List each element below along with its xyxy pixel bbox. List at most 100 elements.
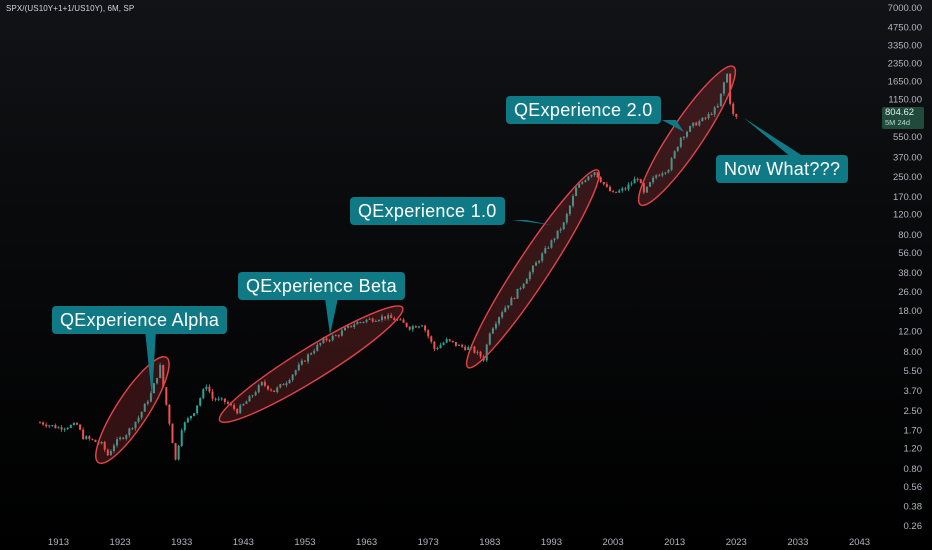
candle-body: [273, 390, 276, 392]
pointer-now-what: [744, 118, 806, 158]
candle-body: [516, 288, 519, 299]
candle-body: [451, 340, 454, 343]
candle-body: [202, 389, 205, 399]
candle-body: [716, 105, 719, 108]
candle-body: [454, 342, 457, 346]
candle-body: [645, 186, 648, 193]
candle-body: [226, 402, 229, 404]
candle-body: [679, 137, 682, 147]
x-tick-label: 1973: [418, 537, 439, 548]
candle-body: [692, 122, 695, 127]
candle-body: [667, 169, 670, 173]
candle-body: [510, 297, 513, 306]
y-tick-label: 3350.00: [888, 40, 922, 51]
callout-alpha[interactable]: QExperience Alpha: [52, 306, 228, 334]
candle-body: [100, 441, 103, 444]
candle-body: [183, 422, 186, 431]
callout-1-0[interactable]: QExperience 1.0: [350, 197, 505, 225]
candle-body: [193, 413, 196, 416]
current-price-label: 804.62 5M 24d: [882, 107, 924, 129]
candle-body: [513, 297, 516, 299]
pointer-alpha: [145, 330, 156, 398]
candle-body: [729, 73, 732, 104]
candle-body: [199, 398, 202, 406]
candle-body: [223, 398, 226, 403]
highlight-ellipse-alpha: [95, 356, 170, 464]
x-tick-label: 1943: [233, 537, 254, 548]
x-tick-label: 1953: [294, 537, 315, 548]
candle-body: [165, 387, 168, 405]
candle-body: [682, 136, 685, 138]
x-tick-label: 1963: [356, 537, 377, 548]
candle-body: [331, 335, 334, 341]
callout-now-what[interactable]: Now What???: [716, 155, 849, 183]
candle-body: [695, 122, 698, 126]
candle-body: [344, 327, 347, 331]
candle-body: [476, 351, 479, 353]
y-tick-label: 170.00: [893, 192, 922, 203]
y-tick-label: 38.00: [898, 268, 922, 279]
y-tick-label: 1650.00: [888, 76, 922, 87]
candle-body: [88, 436, 91, 439]
candle-body: [541, 253, 544, 261]
candle-body: [719, 93, 722, 106]
candle-body: [236, 408, 239, 414]
highlight-ellipse-v1: [465, 169, 600, 369]
candle-body: [550, 240, 553, 248]
y-tick-label: 5.50: [904, 366, 923, 377]
y-tick-label: 3.70: [904, 386, 923, 397]
candle-body: [356, 322, 359, 325]
candle-body: [575, 187, 578, 197]
candle-body: [140, 411, 143, 418]
candle-body: [196, 405, 199, 414]
candle-body: [313, 350, 316, 354]
candle-body: [143, 403, 146, 412]
candle-body: [291, 374, 294, 380]
candle-body: [66, 427, 69, 429]
y-tick-label: 2350.00: [888, 58, 922, 69]
candle-body: [507, 305, 510, 308]
y-tick-label: 0.26: [904, 521, 923, 532]
candle-body: [599, 177, 602, 183]
candle-body: [233, 405, 236, 409]
candle-body: [698, 121, 701, 126]
candle-body: [69, 424, 72, 428]
callout-2-0[interactable]: QExperience 2.0: [506, 96, 661, 124]
candle-body: [649, 182, 652, 187]
candle-body: [676, 146, 679, 152]
y-tick-label: 120.00: [893, 209, 922, 220]
candle-body: [128, 428, 131, 436]
candle-body: [393, 318, 396, 321]
x-tick-label: 1983: [479, 537, 500, 548]
candle-body: [54, 425, 57, 429]
candle-body: [368, 318, 371, 320]
candle-body: [205, 386, 208, 390]
candle-body: [39, 422, 41, 424]
candle-body: [602, 182, 605, 185]
callout-beta[interactable]: QExperience Beta: [238, 272, 405, 300]
y-tick-label: 1.20: [904, 443, 923, 454]
candle-body: [180, 430, 183, 446]
candle-body: [374, 320, 377, 322]
y-tick-label: 1150.00: [888, 95, 922, 106]
candle-body: [371, 318, 374, 322]
candle-body: [685, 131, 688, 137]
candle-body: [568, 205, 571, 214]
candle-body: [137, 417, 140, 422]
candle-body: [270, 389, 273, 391]
candle-body: [621, 188, 624, 191]
candle-body: [627, 184, 630, 190]
candle-body: [116, 439, 119, 446]
candle-body: [704, 117, 707, 119]
candle-body: [109, 450, 112, 456]
candle-body: [652, 177, 655, 183]
candle-body: [217, 398, 220, 400]
pointer-1-0: [512, 220, 552, 225]
y-tick-label: 4750.00: [888, 23, 922, 34]
candle-body: [45, 424, 48, 427]
candle-body: [596, 172, 599, 178]
candle-body: [735, 114, 738, 117]
candle-body: [562, 222, 565, 230]
